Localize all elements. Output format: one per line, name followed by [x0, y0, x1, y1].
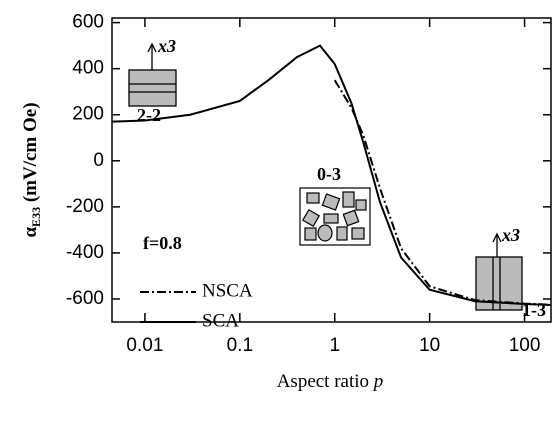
annotation: x3	[501, 225, 520, 245]
x-tick-label: 100	[509, 335, 541, 356]
y-label: α	[20, 227, 41, 238]
x-axis-label: Aspect ratio p	[277, 371, 384, 392]
y-axis-label: αE33 (mV/cm Oe)	[20, 102, 46, 237]
y-tick-label: 400	[72, 58, 104, 79]
x-tick-label: 1	[329, 335, 340, 356]
y-tick-label: 0	[93, 150, 104, 171]
y-tick-label: 600	[72, 12, 104, 33]
x-label-var: p	[372, 371, 384, 392]
x-tick-label: 0.01	[126, 335, 163, 356]
inset-2-2	[128, 42, 177, 107]
annotation: 0-3	[317, 164, 341, 184]
y-tick-label: -600	[66, 288, 104, 309]
inset-1-3	[475, 232, 523, 311]
legend-label: NSCA	[202, 280, 253, 301]
annotation: x3	[157, 36, 176, 56]
x-tick-label: 0.1	[227, 335, 253, 356]
y-label-rest: (mV/cm Oe)	[20, 102, 41, 202]
legend-label: SCA	[202, 310, 239, 331]
inset-0-3	[299, 187, 371, 246]
y-tick-label: -200	[66, 196, 104, 217]
y-tick-label: 200	[72, 104, 104, 125]
x-tick-label: 10	[419, 335, 440, 356]
x-label: Aspect ratio	[277, 371, 369, 392]
line-series	[111, 44, 552, 306]
y-tick-label: -400	[66, 242, 104, 263]
y-label-sub: E33	[29, 207, 43, 227]
annotation: 2-2	[137, 105, 161, 125]
annotation: f=0.8	[143, 233, 182, 253]
plot-frame	[111, 17, 552, 323]
